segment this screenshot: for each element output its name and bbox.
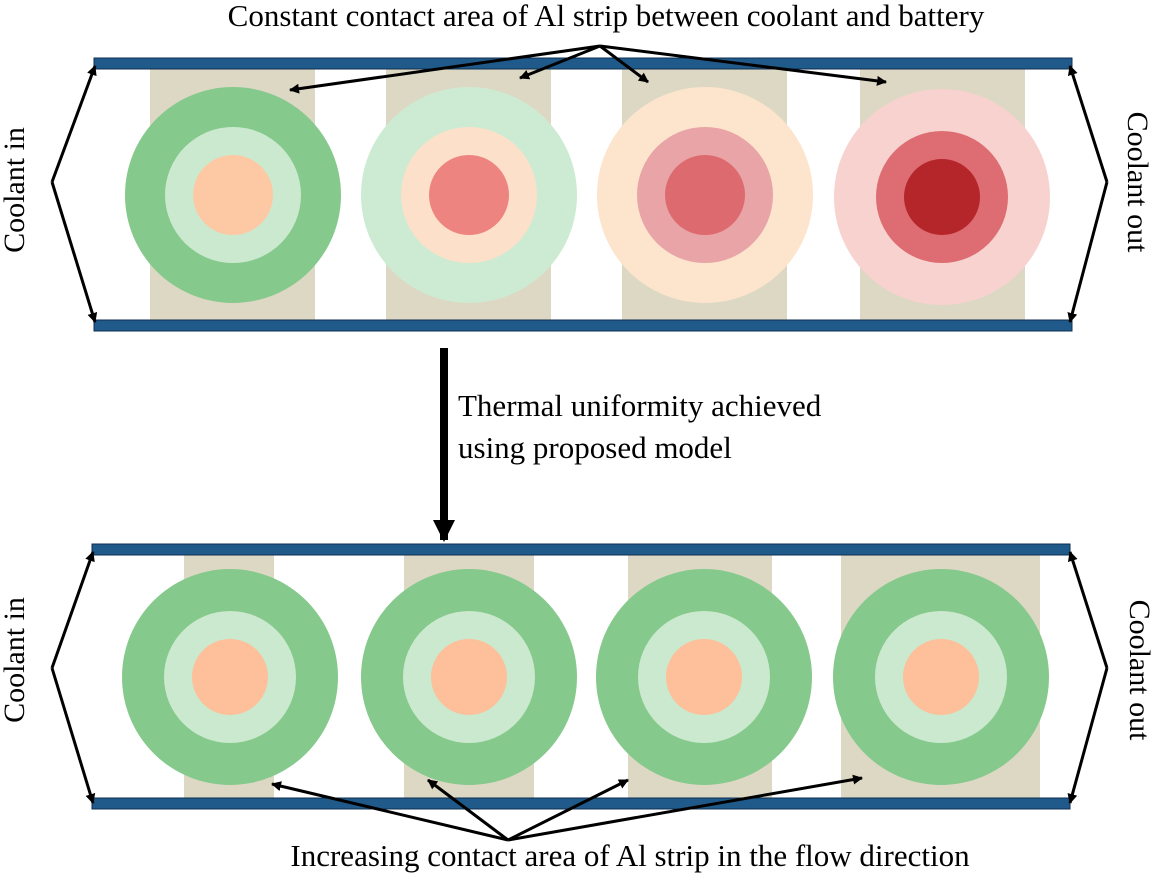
top-inlet-arrows [50,65,98,323]
battery-cell-1 [125,87,341,303]
top-channel-wall-lower [93,319,1073,332]
top-outlet-arrows [1067,65,1109,323]
bottom-inlet-arrows [50,551,96,804]
battery-cell-8 [833,569,1049,785]
bottom-channel-wall-upper [91,543,1071,556]
cell-core [192,639,268,715]
battery-cell-6 [361,569,577,785]
bottom-caption-arrows [271,774,863,842]
battery-cell-4 [834,89,1050,305]
top-caption: Constant contact area of Al strip betwee… [228,0,985,33]
cell-core [904,159,980,235]
bottom-module [91,543,1071,810]
bottom-outlet-label: Coolant out [1123,600,1156,741]
bottom-caption: Increasing contact area of Al strip in t… [290,838,970,873]
bottom-outlet-arrows [1067,551,1109,804]
battery-cell-2 [361,87,577,303]
cell-core [431,639,507,715]
cell-core [903,639,979,715]
middle-caption-line1: Thermal uniformity achieved [458,388,822,423]
top-outlet-label: Coolant out [1121,112,1154,253]
top-module [93,57,1073,332]
cell-core [666,639,742,715]
cell-core [193,155,273,235]
top-channel-wall-upper [93,57,1073,70]
top-inlet-label: Coolant in [0,127,31,253]
battery-cell-7 [596,569,812,785]
battery-cell-5 [122,569,338,785]
cell-core [665,155,745,235]
top-caption-arrows [289,44,887,94]
bottom-inlet-label: Coolant in [0,597,31,723]
bottom-cells [122,569,1049,785]
cell-core [429,155,509,235]
middle-caption-line2: using proposed model [458,430,732,465]
battery-cell-3 [597,87,813,303]
top-cells [125,87,1050,305]
